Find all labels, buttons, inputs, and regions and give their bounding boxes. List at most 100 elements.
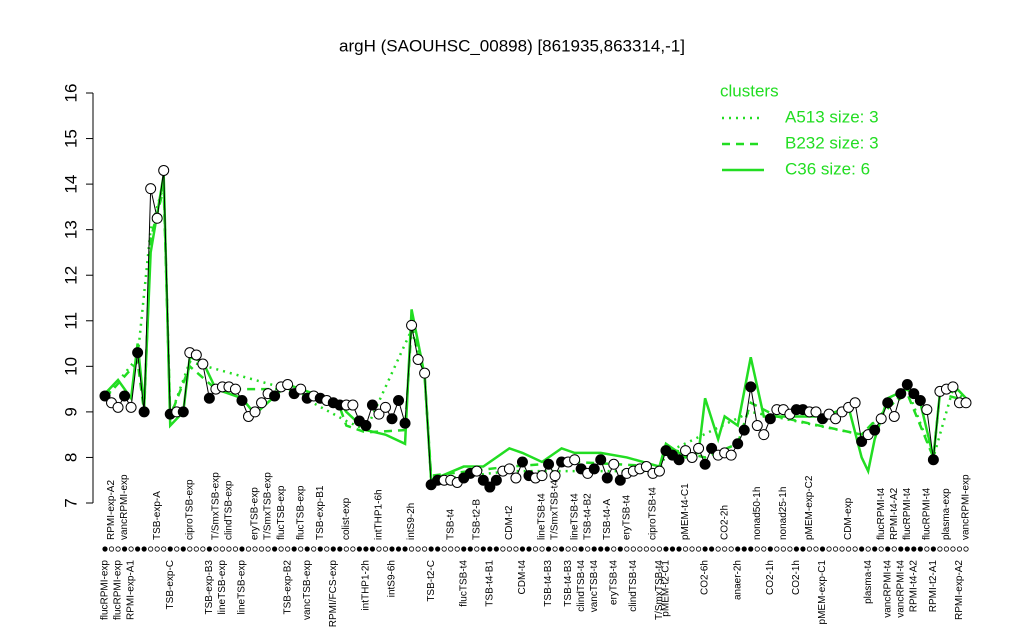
category-dot [382,546,389,552]
data-point [503,463,515,475]
category-label: TSB-t4-B2 [582,493,593,540]
category-dot [911,546,917,552]
y-tick-label: 15 [61,129,80,148]
data-point [158,164,170,176]
data-point [549,470,561,482]
category-label: TSB-exp-B2 [282,560,293,615]
data-point [614,474,626,486]
category-dot [656,546,663,552]
category-dot [813,546,819,552]
category-label: vancRPMI-exp [961,474,972,540]
category-dot [532,546,539,552]
category-dot [637,546,643,552]
category-dot [350,546,356,552]
legend-title: clusters [720,81,779,100]
data-point [830,413,842,425]
data-point [601,472,613,484]
category-label: plasma-exp [941,488,952,540]
category-label: flucRPMI-exp [100,560,111,620]
category-dot [572,546,578,552]
data-point [882,397,894,409]
category-label: flucRPMI-t4 [876,487,887,540]
data-point [758,429,770,441]
category-dot [793,546,800,552]
category-label: pMEM-t4-C1 [680,483,691,540]
category-label: pMEM-exp-C1 [817,560,828,625]
category-dot [265,546,271,552]
category-dot [311,546,317,552]
data-point [693,442,705,454]
category-dot [930,546,936,552]
category-dot [226,546,232,552]
category-dot [578,546,584,552]
category-label: RPMI-exp-A2 [954,560,965,620]
category-dot [774,546,780,552]
chart-title: argH (SAOUHSC_00898) [861935,863314,-1] [339,36,685,55]
category-label: CDM-exp [843,497,854,540]
data-point [673,454,685,466]
data-point [399,417,411,429]
category-label: clindTSB-exp [224,480,235,540]
y-tick-label: 8 [61,453,80,462]
category-label: TSB-t2-B [471,499,482,540]
category-dot [545,546,552,552]
category-label: intS9-2h [406,503,417,540]
legend-label: B232 size: 3 [785,133,879,152]
data-point [640,461,652,473]
category-dot [161,546,167,552]
category-dot [180,546,186,552]
category-label: TSB-t4-A [602,499,613,540]
category-label: T/SmxTSB-exp [211,472,222,540]
category-label: vancTSB-exp [302,560,313,620]
data-point [947,381,959,393]
category-dot [480,546,486,552]
category-dot [526,546,532,552]
category-dot [506,546,513,552]
category-label: flucTSB-t4 [458,560,469,607]
category-dot [239,546,245,552]
data-point [588,463,600,475]
y-tick-label: 13 [61,220,80,239]
category-dot [624,546,630,552]
category-dot [604,546,610,552]
category-label: TSB-exp-A [152,491,163,540]
data-point [706,442,718,454]
data-point [680,445,692,457]
data-point [419,367,431,379]
category-dot [441,546,447,552]
category-dot [304,546,310,552]
category-dot [591,546,597,552]
y-tick-label: 12 [61,266,80,285]
category-dot [565,546,571,552]
data-point [869,424,881,436]
category-dot [800,546,806,552]
category-label: RPMI-t4-A2 [908,560,919,613]
category-dot [148,546,154,552]
data-point [112,401,124,413]
data-point [125,401,137,413]
category-label: CO2-1h [765,560,776,595]
data-point [477,474,489,486]
category-dot [943,546,950,552]
data-point [764,413,776,425]
category-dot [317,546,323,552]
category-label: TSB-t4-B3 [563,560,574,607]
category-dot [474,546,480,552]
data-point [269,390,281,402]
data-point [653,465,665,477]
category-dot [787,546,793,552]
category-label: RPMI-exp-A1 [126,560,137,620]
category-dot [363,546,369,552]
cluster-line [104,174,967,483]
y-tick-label: 11 [61,312,80,330]
category-dot [258,546,265,552]
category-dot [435,546,441,552]
category-label: vancRPMI-exp [119,474,130,540]
data-point [138,406,150,418]
data-point [379,401,391,413]
category-dot [585,546,591,552]
category-dot [754,546,760,552]
category-dot [135,546,141,552]
